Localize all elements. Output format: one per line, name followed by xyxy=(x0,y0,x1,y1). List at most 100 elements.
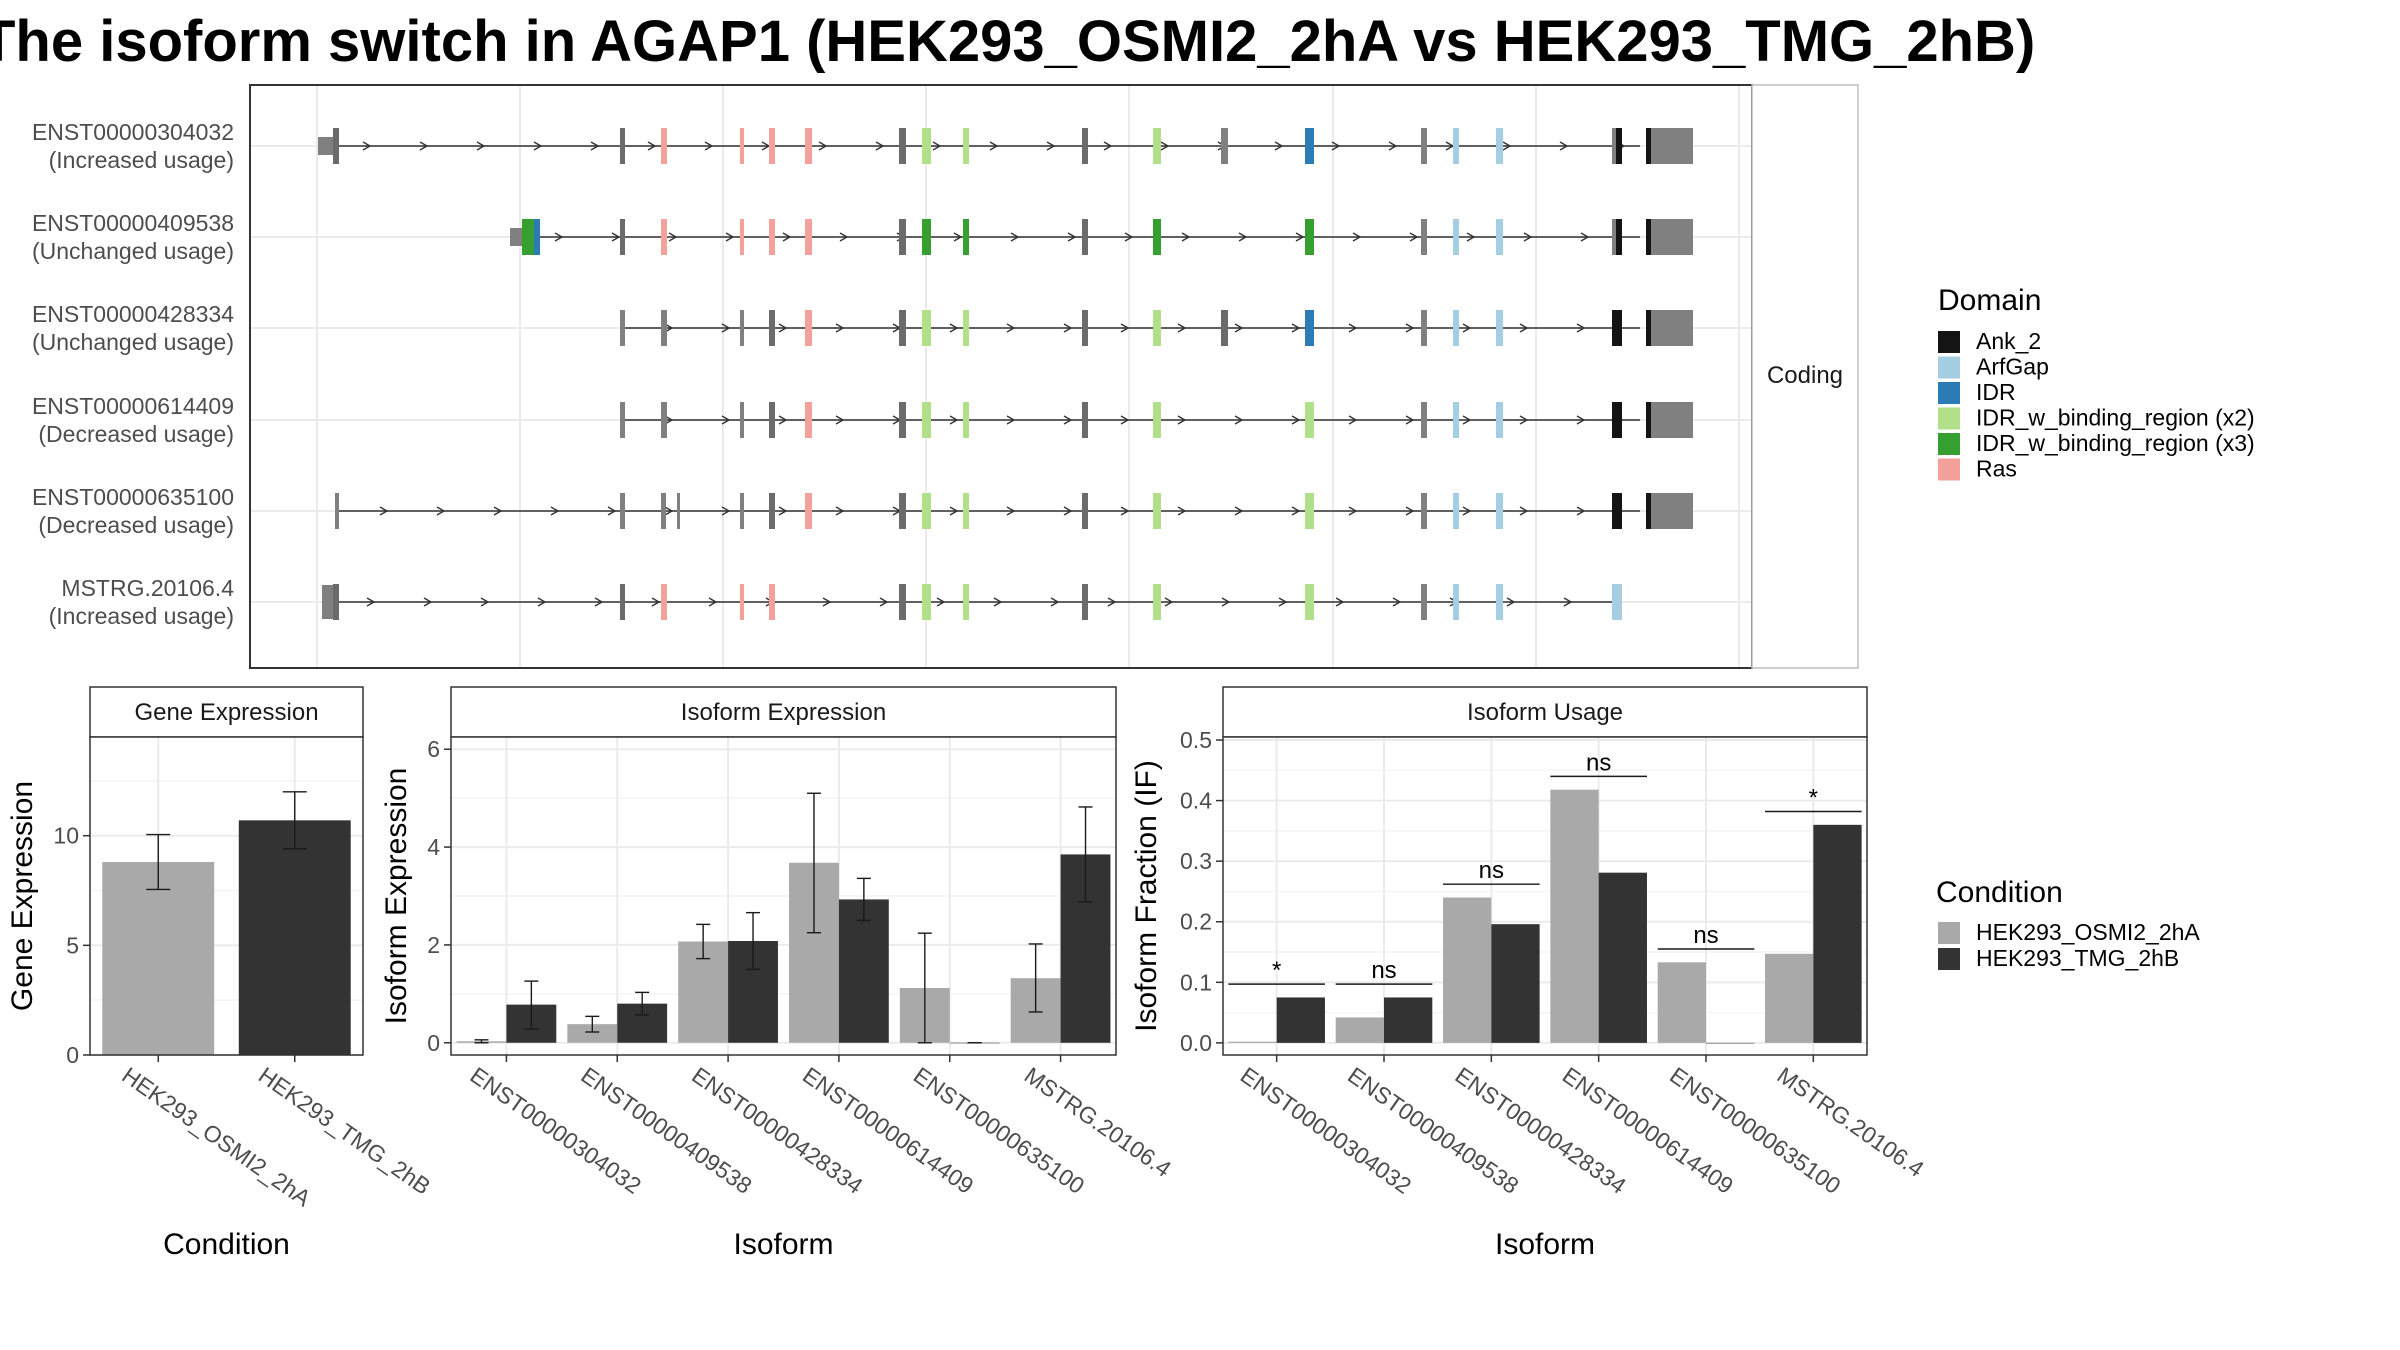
exon-block xyxy=(1646,402,1655,438)
exon-block xyxy=(740,584,744,620)
panel-title: Gene Expression xyxy=(134,699,318,726)
exon-block xyxy=(1453,310,1459,346)
strand-arrow xyxy=(1050,597,1060,607)
strand-arrow xyxy=(611,232,621,242)
strand-arrow xyxy=(379,506,389,516)
strand-arrow xyxy=(1519,506,1529,516)
strand-arrow xyxy=(1010,232,1020,242)
exon-block xyxy=(1651,219,1693,255)
exon-block xyxy=(740,219,744,255)
y-tick-label: 0.1 xyxy=(1180,969,1212,995)
strand-arrow xyxy=(721,506,731,516)
x-tick-label: ENST00000614409 xyxy=(1558,1062,1738,1199)
strand-arrow xyxy=(362,141,372,151)
panel-border xyxy=(89,736,364,1056)
isoform-label: MSTRG.20106.4 xyxy=(61,575,234,601)
y-tick-label: 0 xyxy=(66,1042,79,1068)
exon-block xyxy=(1453,128,1459,164)
exon-block xyxy=(963,310,969,346)
y-tick-label: 0.3 xyxy=(1180,848,1212,874)
bar xyxy=(1335,1017,1384,1043)
significance-label: ns xyxy=(1586,749,1611,776)
significance-label: ns xyxy=(1479,857,1504,884)
exon-block xyxy=(1305,219,1314,255)
exon-block xyxy=(1421,219,1427,255)
strand-arrow xyxy=(1335,597,1345,607)
exon-block xyxy=(740,402,744,438)
exon-block xyxy=(510,228,522,246)
strand-arrow xyxy=(932,141,942,151)
strand-arrow xyxy=(1409,232,1419,242)
exon-block xyxy=(1421,310,1427,346)
y-tick-label: 10 xyxy=(53,823,79,849)
exon-block xyxy=(1305,493,1314,529)
exon-block xyxy=(1082,493,1088,529)
strand-arrow xyxy=(1331,141,1341,151)
exon-block xyxy=(1496,584,1503,620)
strand-arrow xyxy=(704,141,714,151)
exon-block xyxy=(534,219,540,255)
legend-swatch xyxy=(1938,922,1960,944)
exon-block xyxy=(1421,584,1427,620)
y-tick-label: 0.0 xyxy=(1180,1030,1212,1056)
strand-arrow xyxy=(1519,415,1529,425)
isoform-usage-panel: Isoform Usage * ENST00000304032 ns ENST00000… xyxy=(1130,686,1929,1261)
strand-arrow xyxy=(651,597,661,607)
strand-arrow xyxy=(533,141,543,151)
strand-arrow xyxy=(778,415,788,425)
strand-arrow xyxy=(1295,232,1305,242)
strand-arrow xyxy=(1063,323,1073,333)
exon-block xyxy=(1082,310,1088,346)
strand-arrow xyxy=(1523,232,1533,242)
exon-block xyxy=(1651,128,1693,164)
strand-arrow xyxy=(419,141,429,151)
transcript-row xyxy=(318,128,1693,164)
strand-arrow xyxy=(590,141,600,151)
exon-block xyxy=(899,219,906,255)
strand-arrow xyxy=(778,506,788,516)
exon-block xyxy=(1153,310,1161,346)
panel-border xyxy=(1222,736,1868,1056)
exon-block xyxy=(1612,493,1622,529)
exon-block xyxy=(899,402,906,438)
exon-block xyxy=(1421,402,1427,438)
exon-block xyxy=(620,584,625,620)
strand-arrow xyxy=(1160,141,1170,151)
strand-arrow xyxy=(708,597,718,607)
y-tick-label: 4 xyxy=(427,834,440,860)
significance-label: ns xyxy=(1693,922,1718,949)
bar xyxy=(1228,1041,1277,1043)
exon-block xyxy=(805,402,812,438)
exon-block xyxy=(1646,493,1655,529)
strand-arrow xyxy=(1563,597,1573,607)
isoform-label: ENST00000428334 xyxy=(32,301,234,327)
facet-strip xyxy=(1751,84,1859,669)
isoform-expression-panel: Isoform ExpressionENST00000304032ENST000… xyxy=(380,686,1176,1261)
y-tick-label: 0.2 xyxy=(1180,909,1212,935)
significance-label: * xyxy=(1809,785,1818,812)
strand-arrow xyxy=(1502,141,1512,151)
exon-block xyxy=(1082,584,1088,620)
exon-block xyxy=(335,493,339,529)
strand-arrow xyxy=(721,323,731,333)
structure-panel-border xyxy=(249,84,1753,669)
strand-arrow xyxy=(989,141,999,151)
strand-arrow xyxy=(1576,415,1586,425)
exon-block xyxy=(740,310,744,346)
strand-arrow xyxy=(1462,506,1472,516)
strand-arrow xyxy=(1063,506,1073,516)
exon-block xyxy=(620,402,625,438)
strand-arrow xyxy=(607,506,617,516)
exon-block xyxy=(1496,128,1503,164)
strand-arrow xyxy=(1234,415,1244,425)
domain-legend-title: Domain xyxy=(1938,284,2041,317)
bar xyxy=(1657,962,1706,1043)
exon-block xyxy=(1305,128,1314,164)
strand-arrow xyxy=(1120,323,1130,333)
exon-block xyxy=(661,584,667,620)
strand-arrow xyxy=(1352,232,1362,242)
strand-arrow xyxy=(1519,323,1529,333)
strand-arrow xyxy=(1006,323,1016,333)
